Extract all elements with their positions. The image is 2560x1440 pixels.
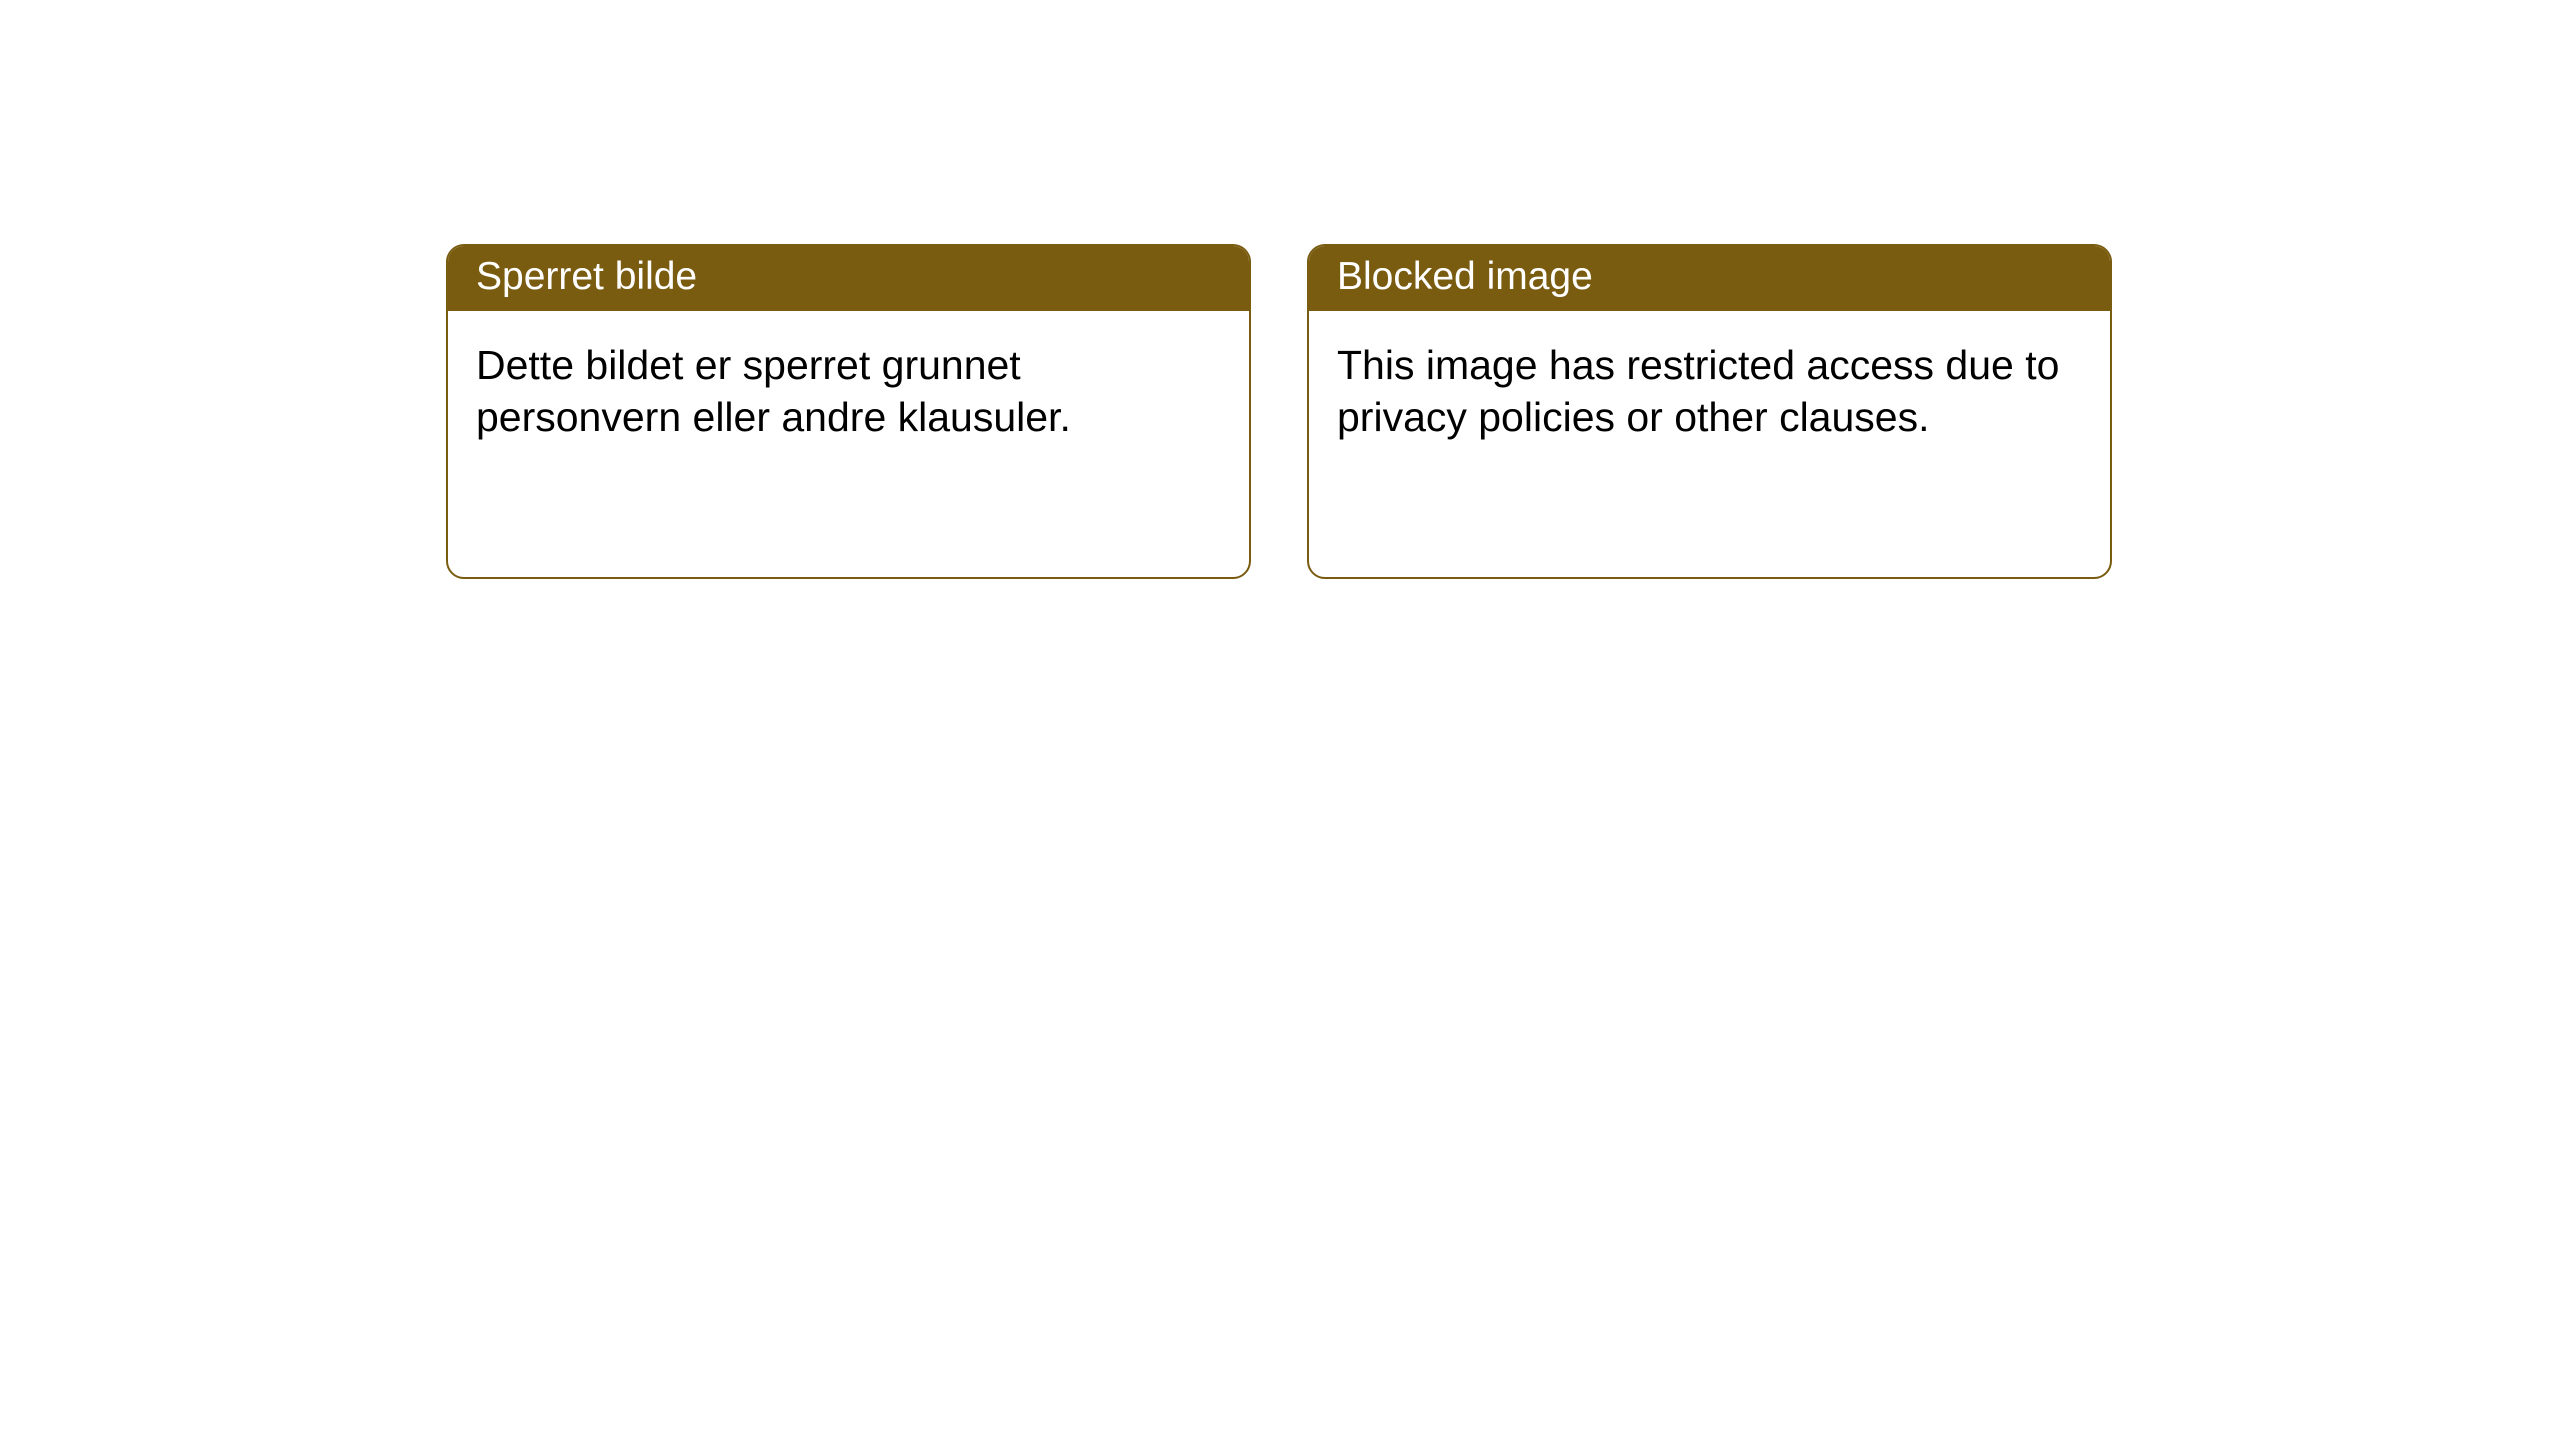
notice-panel-english: Blocked image This image has restricted … (1307, 244, 2112, 579)
notice-body-english: This image has restricted access due to … (1309, 311, 2110, 472)
notice-body-norwegian: Dette bildet er sperret grunnet personve… (448, 311, 1249, 472)
notice-panel-norwegian: Sperret bilde Dette bildet er sperret gr… (446, 244, 1251, 579)
notice-title-norwegian: Sperret bilde (448, 246, 1249, 311)
notice-container: Sperret bilde Dette bildet er sperret gr… (0, 0, 2560, 579)
notice-title-english: Blocked image (1309, 246, 2110, 311)
